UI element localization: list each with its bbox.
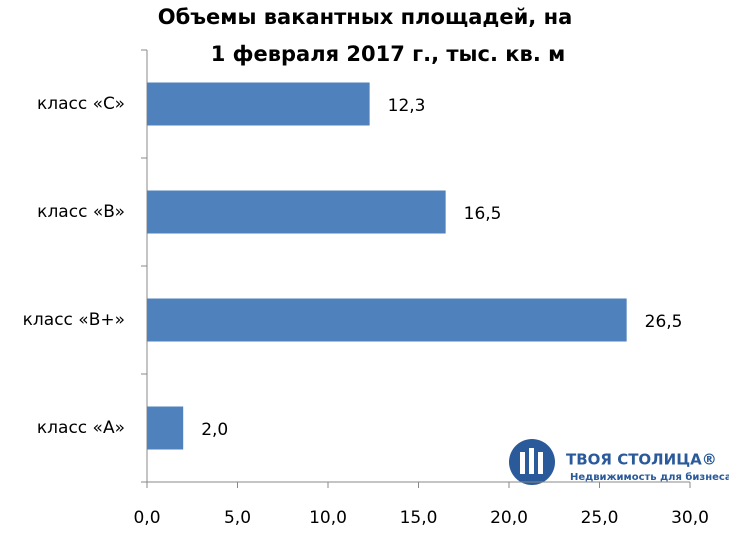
bar bbox=[147, 298, 627, 342]
logo: ТВОЯ СТОЛИЦА® Недвижимость для бизнеса bbox=[509, 439, 729, 485]
logo-name: ТВОЯ СТОЛИЦА® bbox=[566, 451, 717, 469]
logo-icon bbox=[520, 452, 525, 474]
x-tick-label: 25,0 bbox=[581, 508, 619, 528]
value-label: 12,3 bbox=[388, 96, 426, 116]
chart-title: 1 февраля 2017 г., тыс. кв. м bbox=[211, 42, 566, 66]
y-tick-label: класс «B+» bbox=[23, 310, 125, 330]
value-label: 2,0 bbox=[201, 420, 228, 440]
x-tick-label: 5,0 bbox=[224, 508, 251, 528]
x-tick-label: 20,0 bbox=[490, 508, 528, 528]
chart-title: Объемы вакантных площадей, на bbox=[158, 5, 573, 29]
bar bbox=[147, 406, 184, 450]
logo-icon bbox=[538, 452, 543, 474]
y-tick-label: класс «A» bbox=[37, 418, 125, 438]
value-label: 26,5 bbox=[645, 312, 683, 332]
x-tick-label: 0,0 bbox=[133, 508, 160, 528]
x-tick-label: 15,0 bbox=[400, 508, 438, 528]
value-label: 16,5 bbox=[464, 204, 502, 224]
logo-icon bbox=[529, 448, 534, 474]
x-tick-label: 30,0 bbox=[671, 508, 709, 528]
bar bbox=[147, 190, 446, 234]
y-tick-label: класс «B» bbox=[37, 202, 125, 222]
y-tick-label: класс «C» bbox=[37, 94, 125, 114]
bar bbox=[147, 82, 370, 126]
x-tick-label: 10,0 bbox=[309, 508, 347, 528]
logo-tagline: Недвижимость для бизнеса bbox=[570, 471, 729, 483]
